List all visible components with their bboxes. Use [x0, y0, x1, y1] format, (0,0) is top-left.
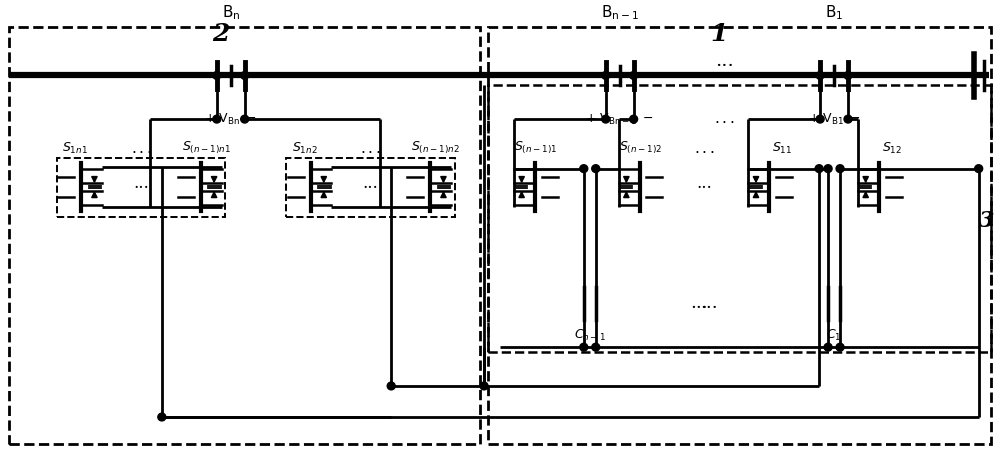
Text: $S_{(n-1)n1}$: $S_{(n-1)n1}$	[182, 140, 231, 156]
Circle shape	[815, 165, 823, 173]
Text: $...$: $...$	[131, 142, 151, 156]
Circle shape	[387, 382, 395, 390]
Circle shape	[824, 343, 832, 351]
Bar	[57, 158, 225, 217]
Circle shape	[580, 165, 588, 173]
Text: $\mathrm{B_n}$: $\mathrm{B_n}$	[222, 3, 240, 22]
Circle shape	[630, 115, 638, 123]
Circle shape	[836, 165, 844, 173]
Circle shape	[592, 343, 600, 351]
Text: 1: 1	[711, 22, 728, 46]
Text: ...: ...	[133, 175, 149, 192]
Text: $S_{1n2}$: $S_{1n2}$	[292, 140, 317, 156]
Text: $S_{(n-1)2}$: $S_{(n-1)2}$	[619, 140, 662, 156]
Circle shape	[241, 115, 249, 123]
Text: $S_{(n-1)1}$: $S_{(n-1)1}$	[514, 140, 558, 156]
Text: $...$: $...$	[360, 142, 381, 156]
Circle shape	[213, 115, 221, 123]
Circle shape	[602, 115, 610, 123]
Circle shape	[844, 72, 852, 80]
Text: $+\ \mathrm{V_{B1}}\ -$: $+\ \mathrm{V_{B1}}\ -$	[808, 113, 860, 127]
Text: $\mathrm{B_{n-1}}$: $\mathrm{B_{n-1}}$	[601, 3, 639, 22]
Text: ...: ...	[697, 175, 712, 192]
Text: 3: 3	[979, 210, 995, 232]
Text: $\mathrm{B_1}$: $\mathrm{B_1}$	[825, 3, 843, 22]
Text: ...: ...	[691, 294, 708, 312]
Text: ...: ...	[362, 175, 378, 192]
Circle shape	[824, 165, 832, 173]
Circle shape	[241, 72, 249, 80]
Text: $+\ \mathrm{V_{Bn-1}}\ -$: $+\ \mathrm{V_{Bn-1}}\ -$	[585, 113, 654, 127]
Circle shape	[975, 165, 983, 173]
Bar	[488, 85, 991, 352]
Bar	[488, 27, 991, 444]
Text: $...$: $...$	[714, 113, 735, 126]
Bar	[286, 158, 455, 217]
Circle shape	[630, 72, 638, 80]
Circle shape	[602, 72, 610, 80]
Circle shape	[158, 413, 166, 421]
Circle shape	[844, 115, 852, 123]
Text: $C_{n-1}$: $C_{n-1}$	[574, 328, 606, 343]
Text: $...$: $...$	[694, 142, 715, 156]
Text: $+\ \mathrm{V_{Bn}}\ -$: $+\ \mathrm{V_{Bn}}\ -$	[204, 113, 257, 127]
Text: ...: ...	[715, 52, 734, 70]
Circle shape	[816, 115, 824, 123]
Text: $S_{12}$: $S_{12}$	[882, 140, 902, 156]
Text: $S_{(n-1)n2}$: $S_{(n-1)n2}$	[411, 140, 460, 156]
Text: 2: 2	[212, 22, 229, 46]
Text: $S_{11}$: $S_{11}$	[772, 140, 792, 156]
Circle shape	[816, 72, 824, 80]
Circle shape	[480, 382, 488, 390]
Circle shape	[213, 72, 221, 80]
Circle shape	[592, 165, 600, 173]
Bar	[9, 27, 480, 444]
Text: ...: ...	[701, 294, 718, 312]
Text: $C_1$: $C_1$	[826, 328, 842, 343]
Text: $S_{1n1}$: $S_{1n1}$	[62, 140, 88, 156]
Circle shape	[836, 343, 844, 351]
Circle shape	[580, 343, 588, 351]
